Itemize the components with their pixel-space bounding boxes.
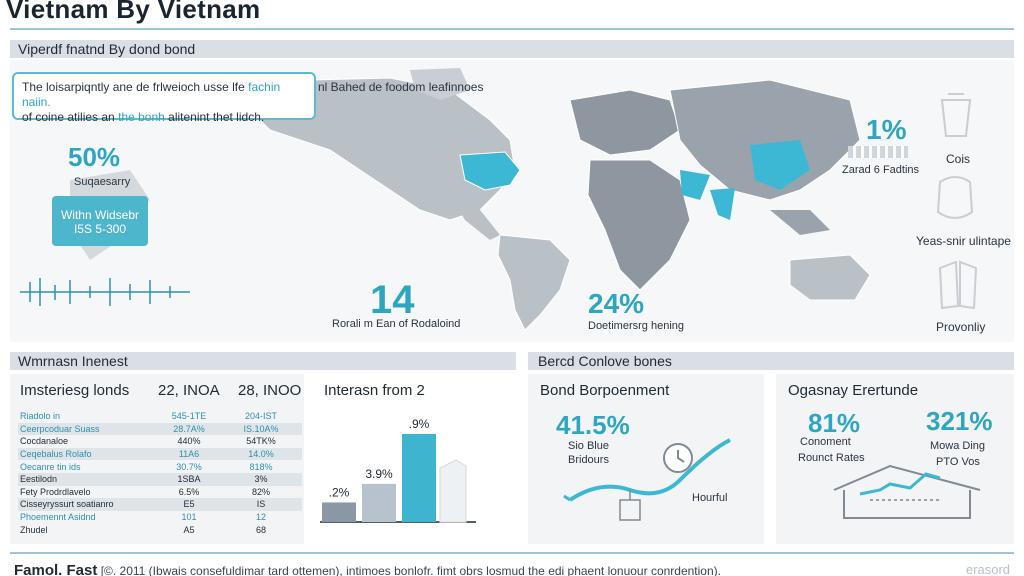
map-central-america	[450, 195, 500, 240]
house-walls	[843, 490, 971, 519]
footer: Famol. Fast [©. 2011 (Ibwais consefuldim…	[14, 562, 721, 576]
stat-center-value: 14	[370, 278, 415, 322]
footer-logo: erasord	[965, 562, 1010, 576]
bar-decoration-shape	[439, 459, 467, 523]
table-row: Ceqebalus Rolafo 11A6 14.0%	[18, 447, 302, 461]
footer-divider	[10, 552, 1014, 554]
chip-line-1: Withn Widsebr	[60, 208, 140, 222]
table-row: Cisseyryssurt soatianro E5 IS	[18, 498, 302, 511]
stat-far-value: 1%	[866, 114, 907, 145]
map-south-america	[497, 234, 571, 331]
opportunity-panel	[776, 374, 1014, 544]
bar-1	[322, 502, 356, 522]
house-trend-line	[859, 472, 941, 496]
callout-side-text: nl Bahed de foodom leafinnoes	[318, 80, 484, 94]
table-row: Phoemennt Asidnd 101 12	[20, 512, 266, 523]
side-label-1: Cois	[946, 152, 971, 166]
bar-3	[402, 434, 436, 522]
side-label-2: Yeas-snir ulintape	[916, 234, 1011, 248]
stat-chip: Withn Widsebr I5S 5-300	[52, 196, 148, 246]
document-icon	[619, 499, 641, 521]
world-map-panel	[10, 60, 1014, 342]
bar-label-1: .2%	[329, 485, 350, 499]
opportunity-stat-1: 81%	[808, 408, 861, 438]
house-roof	[833, 464, 981, 491]
callout-text-2b: alitenint thet lidch.	[168, 110, 265, 124]
house-graphic	[833, 464, 981, 519]
opportunity-stat-2-sub-1: Mowa Ding	[930, 440, 986, 452]
opportunity-stat-2-sub-2: PTO Vos	[936, 456, 980, 468]
opportunity-stat-1-sub-2: Rounct Rates	[798, 452, 865, 464]
section-band-top: Viperdf fnatnd By dond bond	[10, 40, 1014, 58]
hands-icon	[936, 176, 974, 219]
table-row: Eestilodn 1SBA 3%	[18, 472, 302, 486]
bond-curve-line	[568, 438, 731, 502]
bar-chart-title: Interasn from 2	[324, 382, 425, 399]
callout-highlight-1: fachin naiin.	[22, 80, 281, 109]
table-col-3-header: 28, INOO	[238, 382, 302, 399]
footer-text: [©. 2011 (Ibwais consefuldimar tard otte…	[100, 564, 721, 576]
opportunity-panel-title: Ogasnay Erertunde	[788, 382, 919, 399]
bond-panel-note: Hourful	[692, 492, 728, 504]
cup-icon	[940, 93, 972, 137]
map-europe	[569, 89, 681, 156]
callout-highlight-2: the bonh	[118, 110, 165, 124]
footer-brand: Famol. Fast	[14, 562, 98, 576]
callout-text-2: of coine atilies an	[22, 110, 115, 124]
bar-chart: .2% 3.9% .9%	[320, 417, 476, 523]
pixel-pattern	[848, 146, 908, 158]
stat-left-label: Suqaesarry	[74, 176, 131, 188]
waveform-decoration	[20, 278, 190, 306]
bottles-icon	[938, 260, 978, 310]
section-band-right: Bercd Conlove bones	[528, 352, 1014, 370]
bar-2	[362, 483, 396, 522]
bond-panel-title: Bond Borpoenment	[540, 382, 670, 399]
table-row: Ceerpcoduar Suass 28.7A% IS.10A%	[18, 422, 302, 436]
map-middle-east-highlight	[680, 170, 710, 200]
bond-panel-stat: 41.5%	[556, 410, 630, 440]
stat-center-label: Rorali m Ean of Rodaloind	[332, 318, 461, 330]
section-band-left: Wmrnasn Inenest	[10, 352, 516, 370]
table-row: Oecanre tin ids 30.7% 818%	[20, 461, 273, 472]
side-label-3: Provonliy	[936, 320, 986, 334]
map-usa-highlight	[459, 151, 521, 191]
stat-left-value: 50%	[68, 142, 121, 172]
bar-label-2: 3.9%	[365, 467, 393, 481]
map-asia	[669, 79, 861, 201]
table-row: Fety Prodrdlavelo 6.5% 82%	[20, 486, 270, 497]
table-title: Imsteriesg londs	[20, 382, 130, 399]
bond-panel-sub-1: Sio Blue	[568, 440, 609, 452]
bonds-table: Riadolo in 545-1TE 204-IST Ceerpcoduar Sua…	[18, 410, 302, 536]
map-callout: The loisarpiqntly ane de frlweioch usse …	[12, 72, 316, 124]
map-india-highlight	[710, 188, 735, 220]
map-africa	[587, 159, 691, 291]
bar-label-3: .9%	[409, 417, 430, 431]
callout-text-1: The loisarpiqntly ane de frlweioch usse …	[22, 80, 245, 94]
opportunity-stat-2: 321%	[926, 406, 993, 436]
table-col-2-header: 22, INOA	[158, 382, 220, 399]
table-row: Cocdanaloe 440% 54TK%	[20, 436, 276, 447]
stat-far-label: Zarad 6 Fadtins	[842, 164, 920, 176]
table-row: Riadolo in 545-1TE 204-IST	[20, 411, 277, 422]
bond-curve-graphic	[563, 438, 731, 521]
map-greenland	[410, 68, 470, 100]
chip-line-2: I5S 5-300	[73, 222, 127, 236]
table-row: Zhudel A5 68	[20, 524, 266, 535]
map-australia	[789, 254, 871, 301]
stat-right-value: 24%	[588, 288, 645, 319]
title-divider	[10, 28, 1014, 30]
opportunity-stat-1-sub-1: Conoment	[800, 436, 851, 448]
stat-right-label: Doetimersrg hening	[588, 320, 684, 332]
bond-panel	[528, 374, 764, 544]
map-se-asia	[770, 210, 830, 235]
map-east-asia-highlight	[750, 140, 810, 190]
bond-panel-sub-2: Bridours	[568, 454, 609, 466]
page-title: Vietnam By Vietnam	[6, 0, 261, 24]
